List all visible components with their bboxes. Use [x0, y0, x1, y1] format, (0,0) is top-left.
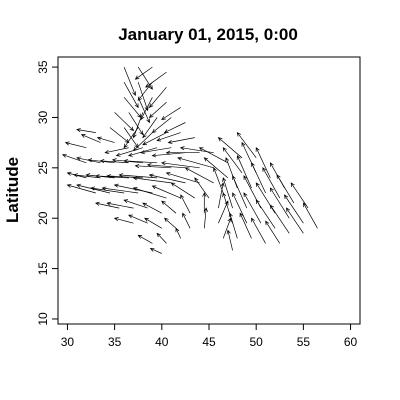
x-tick-label: 35 — [108, 335, 122, 349]
vector-arrow — [157, 133, 181, 142]
x-tick-label: 30 — [61, 335, 75, 349]
vector-arrow — [115, 218, 134, 224]
vector-arrow — [98, 137, 115, 143]
vector-arrow — [204, 208, 208, 228]
vector-arrow — [195, 178, 209, 198]
y-tick-label: 20 — [36, 211, 50, 225]
vector-arrow — [270, 188, 289, 218]
vector-arrow — [263, 168, 280, 198]
vector-arrow — [129, 215, 148, 223]
vector-arrow — [237, 133, 256, 158]
vector-arrow — [233, 193, 247, 223]
vector-arrow — [178, 157, 214, 168]
vector-arrow — [151, 248, 162, 253]
vector-arrow — [138, 235, 152, 243]
y-tick-label: 35 — [36, 60, 50, 74]
x-tick-label: 45 — [202, 335, 216, 349]
vector-arrow — [152, 153, 185, 157]
vector-arrow — [168, 138, 194, 144]
vector-arrows — [63, 67, 318, 253]
y-tick-label: 10 — [36, 312, 50, 326]
vector-arrow — [203, 193, 207, 213]
y-tick-label: 30 — [36, 110, 50, 124]
vector-arrow — [183, 213, 191, 228]
vector-arrow — [135, 67, 152, 79]
plot-frame — [58, 57, 360, 324]
y-tick-label: 15 — [36, 262, 50, 276]
vector-arrow — [240, 213, 252, 238]
vector-arrow — [107, 202, 133, 208]
vector-arrow — [138, 82, 152, 100]
vector-arrow — [150, 174, 186, 183]
vector-arrow — [181, 147, 214, 153]
chart-title: January 01, 2015, 0:00 — [118, 25, 298, 44]
vector-arrow — [165, 218, 176, 228]
vector-arrow — [157, 233, 166, 243]
vector-arrow — [124, 82, 138, 107]
x-tick-label: 40 — [155, 335, 169, 349]
vector-arrow — [223, 218, 231, 238]
x-tick-label: 55 — [297, 335, 311, 349]
vector-arrow — [66, 142, 87, 148]
vector-arrow — [218, 138, 242, 158]
vector-arrow — [134, 187, 167, 198]
vector-arrow — [165, 123, 186, 133]
vector-arrow — [102, 187, 138, 193]
vector-arrow — [277, 175, 294, 203]
vector-arrow — [82, 134, 101, 142]
vector-arrow — [303, 203, 317, 228]
vector-arrow — [227, 230, 233, 250]
vector-arrow — [86, 174, 114, 178]
vector-arrow — [237, 156, 251, 188]
y-axis-label: Latitude — [3, 157, 22, 223]
vector-arrow — [143, 203, 162, 213]
vector-arrow — [256, 148, 270, 178]
x-axis: 30 35 40 45 50 55 60 — [61, 324, 358, 349]
vector-arrow — [218, 183, 224, 208]
vector-arrow — [115, 184, 153, 193]
vector-arrow — [162, 201, 176, 213]
vector-arrow — [63, 154, 87, 163]
vector-arrow — [77, 128, 96, 132]
y-tick-label: 25 — [36, 161, 50, 175]
vector-arrow — [185, 168, 213, 183]
vector-arrow — [223, 178, 233, 208]
vector-arrow — [181, 195, 190, 213]
x-tick-label: 50 — [250, 335, 264, 349]
vector-arrow — [146, 72, 167, 87]
vector-arrow — [226, 158, 238, 188]
vector-arrow — [152, 186, 180, 198]
vector-arrow — [252, 218, 266, 243]
y-axis: 10 15 20 25 30 35 — [36, 60, 58, 326]
vector-arrow — [124, 67, 136, 95]
vector-arrow — [233, 176, 247, 208]
x-tick-label: 60 — [344, 335, 358, 349]
vector-arrow — [286, 208, 303, 233]
vector-arrow — [251, 163, 265, 193]
vector-arrow — [176, 228, 181, 238]
vector-arrow — [138, 67, 152, 89]
